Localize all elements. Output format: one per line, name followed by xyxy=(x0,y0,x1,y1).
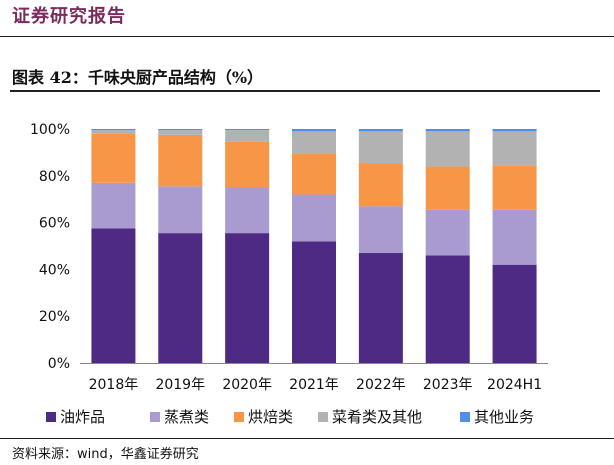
y-tick-label: 100% xyxy=(30,122,70,138)
bar-segment-2 xyxy=(91,182,136,229)
legend-swatch xyxy=(150,411,160,422)
bar-segment-3 xyxy=(492,165,537,210)
legend-swatch xyxy=(460,411,470,422)
legend-label: 蒸煮类 xyxy=(164,408,210,426)
bar-segment-5 xyxy=(292,129,336,132)
bar-segment-1 xyxy=(492,264,537,363)
legend-swatch xyxy=(318,411,328,422)
y-tick-label: 60% xyxy=(39,216,70,232)
legend-label: 其他业务 xyxy=(474,408,535,426)
bar-segment-1 xyxy=(425,255,470,363)
bar-segment-5 xyxy=(358,129,403,132)
bar-segment-2 xyxy=(158,186,203,234)
y-tick-label: 0% xyxy=(48,356,70,372)
bar-segment-2 xyxy=(358,206,403,254)
legend-label: 烘焙类 xyxy=(248,408,294,426)
legend-item: 油炸品 xyxy=(46,406,105,427)
x-tick-label: 2018年 xyxy=(89,377,139,393)
bar-segment-4 xyxy=(91,130,136,134)
bar-segment-1 xyxy=(91,228,136,363)
legend-item: 烘焙类 xyxy=(234,406,293,427)
bar-segment-5 xyxy=(492,129,537,132)
header-divider xyxy=(0,36,614,37)
stacked-bar-chart: 0% 20% 40% 60% 80% 100% 2018年 2019年 2020年 2021年 20… xyxy=(30,122,548,393)
bar-segment-3 xyxy=(225,141,270,188)
bar-segment-5 xyxy=(91,129,136,131)
bar-segment-5 xyxy=(158,129,203,131)
bar-segment-5 xyxy=(425,129,470,132)
bar-segment-4 xyxy=(292,131,336,154)
x-tick-label: 2020年 xyxy=(222,377,272,393)
bar-segment-2 xyxy=(425,209,470,256)
bar-segment-2 xyxy=(292,194,336,242)
x-tick-label: 2022年 xyxy=(356,377,406,393)
chart-legend: 油炸品 蒸煮类 烘焙类 菜肴类及其他 其他业务 xyxy=(46,406,606,428)
x-tick-label: 2023年 xyxy=(423,377,473,393)
bar-segment-5 xyxy=(225,129,270,131)
bar-segment-3 xyxy=(91,133,136,183)
legend-item: 菜肴类及其他 xyxy=(318,406,422,427)
y-tick-label: 80% xyxy=(39,169,70,185)
source-note: 资料来源：wind，华鑫证券研究 xyxy=(12,447,199,462)
bar-segment-3 xyxy=(358,162,403,207)
bar-segment-1 xyxy=(292,241,336,363)
bar-segment-4 xyxy=(492,131,537,166)
bar-segment-1 xyxy=(358,253,403,363)
y-tick-label: 20% xyxy=(39,309,70,325)
bar-segment-2 xyxy=(492,209,537,265)
figure-title: 图表 42：千味央厨产品结构（%） xyxy=(12,68,264,87)
x-tick-label: 2019年 xyxy=(155,377,205,393)
report-header-title: 证券研究报告 xyxy=(12,6,126,27)
bar-segment-1 xyxy=(225,233,270,363)
x-tick-label: 2021年 xyxy=(289,377,339,393)
legend-label: 油炸品 xyxy=(60,408,106,426)
bar-segment-4 xyxy=(225,130,270,142)
bar-segment-3 xyxy=(292,153,336,195)
bar-segment-1 xyxy=(158,233,203,363)
y-tick-label: 40% xyxy=(39,262,70,278)
bar-segment-4 xyxy=(358,131,403,163)
title-divider xyxy=(10,90,600,92)
bar-segment-3 xyxy=(425,166,470,210)
x-tick-label: 2024H1 xyxy=(487,377,542,393)
legend-item: 蒸煮类 xyxy=(150,406,209,427)
bar-segment-3 xyxy=(158,134,203,187)
bar-segment-2 xyxy=(225,187,270,234)
bar-segment-4 xyxy=(425,131,470,167)
footer-divider xyxy=(0,438,614,439)
legend-swatch xyxy=(46,411,56,422)
legend-swatch xyxy=(234,411,244,422)
legend-item: 其他业务 xyxy=(460,406,534,427)
legend-label: 菜肴类及其他 xyxy=(332,408,423,426)
bar-segment-4 xyxy=(158,130,203,135)
